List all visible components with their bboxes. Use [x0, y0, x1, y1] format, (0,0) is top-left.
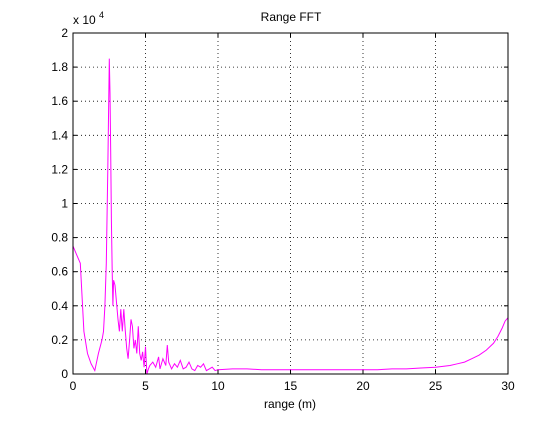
x-tick-label: 30 — [501, 379, 515, 393]
axis-ticks — [72, 32, 509, 375]
y-tick-label: 1.8 — [51, 60, 68, 74]
y-exponent-base: x 10 — [73, 13, 96, 27]
plot-area-frame — [72, 32, 509, 375]
series-line — [72, 58, 509, 375]
x-tick-labels: 0 5 10 15 20 25 30 — [70, 379, 515, 393]
x-tick-label: 10 — [211, 379, 225, 393]
y-tick-label: 0.8 — [51, 231, 68, 245]
y-exponent-power: 4 — [99, 10, 104, 20]
y-axis-exponent-label: x 10 4 — [73, 10, 104, 27]
y-tick-labels: 0 0.2 0.4 0.6 0.8 1 1.2 1.4 1.6 1.8 2 — [51, 26, 68, 381]
y-tick-label: 2 — [61, 26, 68, 40]
chart-title: Range FFT — [261, 10, 322, 24]
x-tick-label: 20 — [356, 379, 370, 393]
x-axis-label: range (m) — [264, 397, 316, 411]
x-tick-label: 15 — [284, 379, 298, 393]
grid-lines — [73, 33, 508, 374]
x-tick-label: 25 — [429, 379, 443, 393]
y-tick-label: 1 — [61, 197, 68, 211]
y-tick-label: 0.4 — [51, 299, 68, 313]
y-tick-label: 1.2 — [51, 162, 68, 176]
series-layer — [72, 58, 509, 375]
y-tick-label: 1.6 — [51, 94, 68, 108]
x-tick-label: 0 — [70, 379, 77, 393]
y-tick-label: 1.4 — [51, 128, 68, 142]
y-tick-label: 0.6 — [51, 265, 68, 279]
y-tick-label: 0 — [61, 367, 68, 381]
y-tick-label: 0.2 — [51, 333, 68, 347]
x-tick-label: 5 — [142, 379, 149, 393]
